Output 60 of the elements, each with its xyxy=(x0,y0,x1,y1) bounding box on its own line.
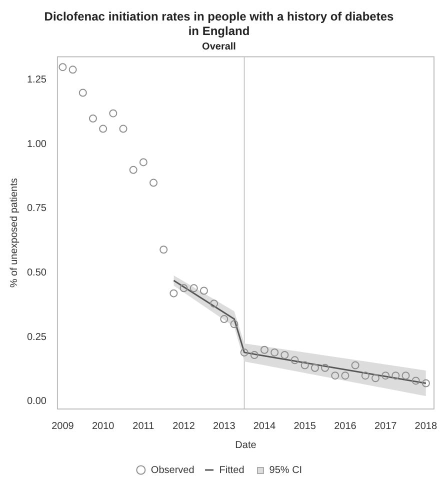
point xyxy=(58,63,67,72)
point xyxy=(361,372,370,380)
x-tick-label: 2015 xyxy=(294,420,316,432)
x-tick-label: 2011 xyxy=(132,420,155,432)
point xyxy=(220,315,228,324)
point xyxy=(351,361,360,370)
point xyxy=(250,351,258,360)
text: 95% CI xyxy=(269,464,302,476)
y-tick-label: 1.00 xyxy=(26,138,47,150)
x-tick-label: 2010 xyxy=(92,420,115,432)
point xyxy=(190,284,198,292)
chart-title: Diclofenac initiation rates in people with a history of diabetes in England xyxy=(44,10,394,38)
x-axis-title: Date xyxy=(235,440,257,451)
point xyxy=(68,66,77,74)
point xyxy=(78,88,87,97)
point xyxy=(109,109,118,118)
legend-label: Observed xyxy=(150,464,194,476)
x-tick-label: 2014 xyxy=(253,420,276,432)
point xyxy=(270,348,279,356)
point xyxy=(382,372,390,380)
point xyxy=(412,376,420,385)
point xyxy=(200,286,208,295)
point xyxy=(331,372,340,380)
point xyxy=(139,158,148,166)
x-tick-label: 2018 xyxy=(414,420,438,432)
point xyxy=(341,372,350,380)
point xyxy=(150,178,158,187)
point xyxy=(240,348,248,356)
point xyxy=(210,300,218,308)
point xyxy=(230,320,238,328)
point xyxy=(170,289,178,298)
x-tick-label: 2017 xyxy=(374,420,398,432)
chart-subtitle: Overall xyxy=(202,42,236,53)
point xyxy=(99,124,108,133)
point xyxy=(180,284,188,292)
point xyxy=(392,372,400,380)
x-tick-label: 2012 xyxy=(172,420,196,432)
legend-label: Fitted xyxy=(219,464,244,476)
y-tick-label: 1.25 xyxy=(26,74,47,86)
point xyxy=(422,379,430,388)
x-tick-label: 2013 xyxy=(213,420,236,432)
x-tick-label: 2016 xyxy=(334,420,357,432)
point xyxy=(260,346,268,354)
y-axis-title: % of unexposed patients xyxy=(8,178,20,288)
point xyxy=(160,246,168,254)
y-tick-label: 0.25 xyxy=(26,332,47,343)
point xyxy=(371,374,380,382)
y-tick-label: 0.50 xyxy=(26,267,47,278)
y-tick-label: 0.75 xyxy=(26,203,47,214)
point xyxy=(119,124,128,133)
point xyxy=(280,351,289,360)
point xyxy=(402,372,410,380)
point xyxy=(129,166,138,174)
point xyxy=(300,361,309,370)
y-tick-label: 0.00 xyxy=(26,396,47,408)
point xyxy=(88,114,97,122)
point xyxy=(290,356,299,364)
point xyxy=(321,364,330,372)
point xyxy=(310,364,319,372)
x-tick-label: 2009 xyxy=(52,420,74,432)
